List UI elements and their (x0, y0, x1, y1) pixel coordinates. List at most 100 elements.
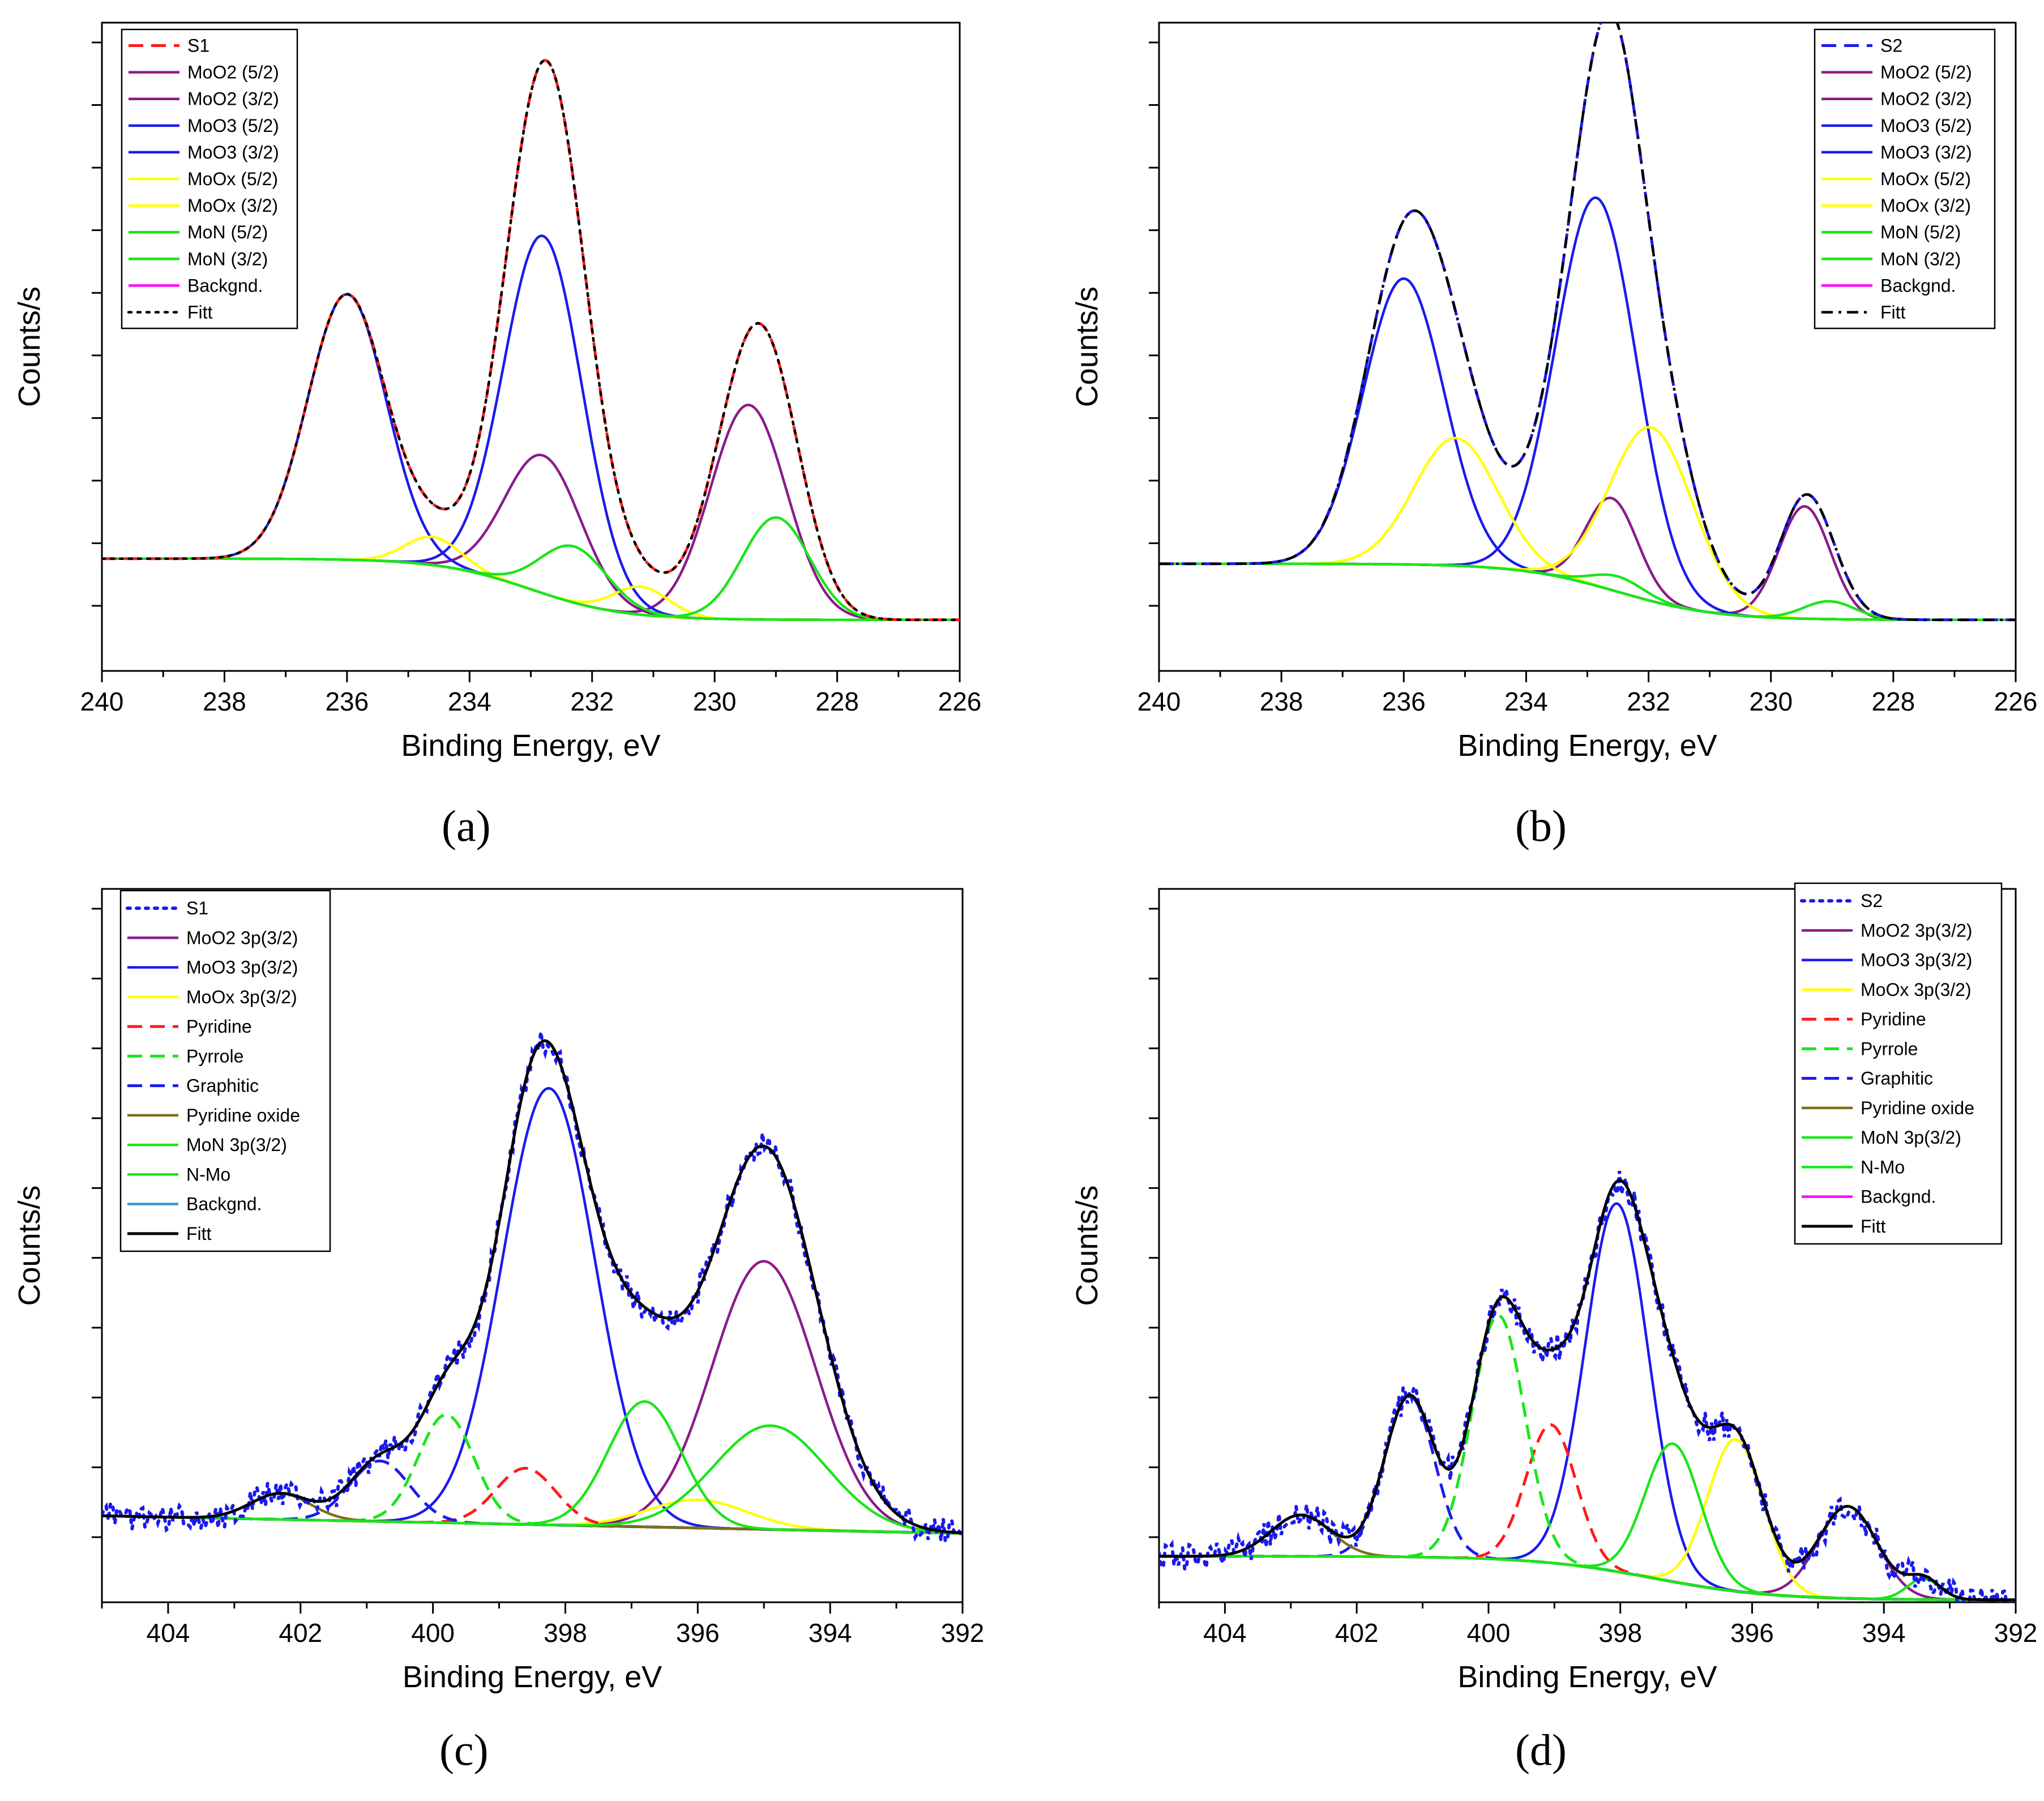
legend: S2 MoO2 3p(3/2) MoO3 3p(3/2) MoOx 3p(3/2) Py… (1794, 882, 2003, 1245)
x-tick-label: 402 (279, 1618, 322, 1648)
legend-label: MoO2 (5/2) (1880, 62, 1972, 83)
legend-label: MoO3 3p(3/2) (1861, 950, 1972, 970)
legend-label: MoO3 (3/2) (187, 142, 279, 162)
plot-frame (101, 888, 964, 1603)
legend-label: MoOx (5/2) (1880, 169, 1971, 189)
series-moox-3-2 (102, 535, 960, 622)
x-tick-label: 228 (815, 687, 859, 716)
x-tick-label: 392 (1994, 1618, 2038, 1648)
legend: S2 MoO2 (5/2) MoO2 (3/2) MoO3 (5/2) MoO3 (3/… (1814, 28, 1996, 330)
legend-label: Fitt (1861, 1216, 1886, 1237)
x-tick-label: 400 (411, 1618, 455, 1648)
series-group (102, 1031, 963, 1545)
legend-label: MoO2 (3/2) (1880, 89, 1972, 109)
legend-label: Backgnd. (1861, 1187, 1936, 1207)
x-axis-title: Binding Energy, eV (1457, 729, 1717, 763)
series-group (1159, 23, 2016, 622)
plot-frame (1158, 888, 2017, 1603)
legend-label: Pyridine oxide (186, 1105, 300, 1126)
x-tick-label: 238 (1260, 687, 1303, 716)
series-mon-5-2 (102, 516, 960, 622)
legend-label: Backgnd. (187, 275, 263, 296)
legend-label: Pyridine oxide (1861, 1098, 1974, 1118)
legend-label: Fitt (186, 1224, 212, 1244)
legend-label: S2 (1861, 891, 1883, 911)
series-moo2-5-2 (102, 404, 960, 622)
x-tick-label: 230 (693, 687, 737, 716)
series-moo3-3-2 (1159, 277, 2016, 622)
legend-label: Backgnd. (186, 1194, 262, 1214)
x-axis-title: Binding Energy, eV (1457, 1660, 1717, 1694)
x-tick-label: 236 (325, 687, 369, 716)
legend-label: MoN 3p(3/2) (186, 1135, 287, 1155)
legend-label: Pyridine (1861, 1009, 1926, 1029)
legend-label: MoN 3p(3/2) (1861, 1127, 1961, 1148)
x-tick-label: 238 (203, 687, 246, 716)
legend-label: Backgnd. (1880, 275, 1956, 296)
x-tick-label: 404 (1203, 1618, 1247, 1648)
legend: S1 MoO2 (5/2) MoO2 (3/2) MoO3 (5/2) MoO3 (3/… (121, 28, 298, 330)
x-tick-label: 396 (1730, 1618, 1774, 1648)
legend-label: S1 (187, 36, 209, 56)
y-axis-title: Counts/s (1070, 286, 1104, 407)
legend-label: MoOx (3/2) (187, 195, 278, 216)
legend-label: S2 (1880, 36, 1902, 56)
series-n-mo (102, 1424, 963, 1535)
x-tick-label: 226 (1994, 687, 2038, 716)
series-mon-5-2 (1159, 562, 2016, 622)
x-axis-title: Binding Energy, eV (401, 729, 660, 763)
y-axis-title: Counts/s (12, 1185, 46, 1306)
series-fitt (1159, 1179, 2016, 1602)
legend-label: MoO3 (5/2) (187, 115, 279, 136)
legend-label: MoOx (5/2) (187, 169, 278, 189)
panel-d: 404 402 400 398 396 394 392 Binding Energy, eV C… (1070, 882, 2038, 1694)
legend-label: MoO2 3p(3/2) (186, 927, 298, 948)
series-mon-3-2 (1159, 562, 2016, 622)
x-tick-label: 234 (448, 687, 491, 716)
legend-label: Pyrrole (186, 1046, 243, 1066)
x-tick-label: 232 (570, 687, 614, 716)
legend-label: MoN (5/2) (187, 222, 268, 242)
x-tick-label: 400 (1467, 1618, 1511, 1648)
x-tick-label: 240 (80, 687, 124, 716)
x-tick-label: 396 (676, 1618, 720, 1648)
x-tick-label: 394 (809, 1618, 852, 1648)
x-tick-label: 404 (147, 1618, 190, 1648)
series-mon-3-2 (102, 544, 960, 622)
legend-label: Graphitic (1861, 1068, 1933, 1089)
legend-box (1794, 882, 2003, 1245)
legend-label: MoOx 3p(3/2) (186, 987, 297, 1007)
series-group (102, 59, 960, 622)
legend-label: Fitt (1880, 302, 1906, 322)
legend-label: MoOx 3p(3/2) (1861, 979, 1972, 1000)
x-tick-label: 226 (938, 687, 982, 716)
legend-label: N-Mo (186, 1164, 230, 1184)
series-moox-3p-3-2 (102, 1498, 963, 1535)
x-tick-label: 230 (1749, 687, 1793, 716)
x-tick-label: 398 (1598, 1618, 1642, 1648)
series-moo2-3p-3-2 (102, 1260, 963, 1535)
series-fitt (102, 1039, 963, 1534)
x-tick-label: 232 (1627, 687, 1670, 716)
panel-a: 240 238 236 234 232 230 228 226 Binding Energy, … (12, 22, 982, 763)
legend-label: MoO3 (5/2) (1880, 115, 1972, 136)
caption-c: (c) (439, 1725, 489, 1774)
series-moo2-3-2 (102, 454, 960, 622)
legend-label: Pyrrole (1861, 1038, 1918, 1059)
legend-label: MoO2 3p(3/2) (1861, 920, 1972, 940)
legend-box (119, 889, 331, 1252)
x-tick-label: 394 (1862, 1618, 1906, 1648)
x-tick-label: 240 (1138, 687, 1181, 716)
series-n-mo (1159, 1442, 2016, 1602)
legend-label: MoN (5/2) (1880, 222, 1961, 242)
legend: S1 MoO2 3p(3/2) MoO3 3p(3/2) MoOx 3p(3/2) Py… (119, 889, 331, 1252)
legend-label: Fitt (187, 302, 213, 322)
legend-label: MoN (3/2) (1880, 249, 1961, 269)
panel-b: 240 238 236 234 232 230 228 226 Binding Energy, … (1070, 22, 2038, 763)
series-group (1159, 1171, 2016, 1602)
caption-b: (b) (1515, 801, 1567, 850)
legend-label: MoO2 (5/2) (187, 62, 279, 83)
legend-label: MoO3 3p(3/2) (186, 957, 298, 978)
x-axis-title: Binding Energy, eV (403, 1660, 662, 1694)
